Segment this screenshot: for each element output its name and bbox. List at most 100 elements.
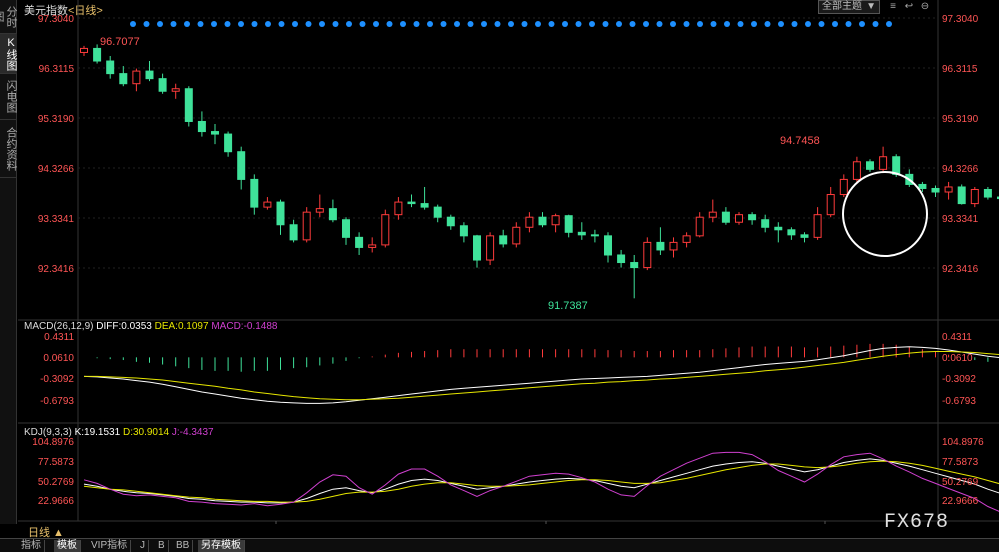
back-arrow-icon[interactable]: ↩ — [904, 1, 914, 12]
candle-body — [735, 214, 743, 223]
candle-body — [381, 214, 390, 246]
event-dot — [791, 21, 798, 27]
candle-body — [866, 161, 874, 170]
event-dot — [710, 21, 717, 27]
candle-body — [407, 201, 416, 205]
macd-legend-diff: DIFF:0.0353 — [96, 321, 152, 332]
bottom-tab-save-template[interactable]: 另存模板 — [198, 540, 245, 552]
event-dot — [494, 21, 501, 27]
candle-body — [721, 211, 730, 223]
macd-legend-name: MACD(26,12,9) — [24, 321, 94, 332]
event-dot — [157, 21, 163, 27]
candle-body — [473, 235, 481, 261]
kdj-axis-label-right: 104.8976 — [942, 437, 984, 448]
side-tab-flash[interactable]: 闪电图 — [0, 74, 17, 120]
candle-body — [892, 156, 901, 175]
candle-body — [708, 211, 717, 218]
price-axis-label-right: 96.3115 — [942, 64, 978, 75]
theme-dropdown[interactable]: 全部主题 ▼ — [818, 0, 880, 14]
candle-body — [682, 235, 691, 243]
event-dot — [508, 21, 514, 27]
bottom-tab-j[interactable]: J — [137, 540, 149, 552]
macd-axis-label-left: -0.3092 — [40, 374, 74, 385]
candle-body — [459, 225, 468, 237]
period-selector[interactable]: 日线 ▲ — [28, 527, 64, 539]
candle-body — [538, 216, 547, 226]
side-tab-intraday[interactable]: 分时图 — [0, 0, 17, 34]
event-dot — [629, 21, 636, 27]
candle-body — [433, 206, 442, 218]
macd-dea-line — [84, 351, 999, 401]
price-axis-label-left: 94.3266 — [38, 164, 75, 175]
candle-body — [748, 214, 757, 221]
bottom-tab-indicators[interactable]: 指标 — [18, 540, 45, 552]
event-dot — [238, 21, 244, 27]
event-dot — [170, 21, 177, 27]
candle-body — [931, 187, 940, 193]
candle-body — [486, 235, 495, 261]
candle-body — [551, 215, 560, 226]
period-name: <日线> — [68, 5, 103, 17]
candle-body — [879, 156, 888, 170]
kdj-j-line — [83, 451, 999, 512]
event-dot — [305, 21, 312, 27]
candle-body — [328, 208, 337, 221]
candle-body — [276, 201, 285, 226]
kdj-axis-label-right: 77.5873 — [942, 457, 979, 468]
candle-body — [787, 229, 796, 236]
macd-axis-label-right: 0.0610 — [942, 353, 973, 364]
candle-body — [564, 215, 573, 233]
event-dot — [224, 21, 231, 27]
zoom-minus-icon[interactable]: ⊖ — [920, 1, 930, 12]
event-dot — [548, 21, 555, 27]
candle-body — [315, 208, 324, 213]
candle-body — [446, 216, 455, 227]
candle-body — [617, 254, 626, 264]
price-axis-label-left: 93.3341 — [38, 214, 75, 225]
kdj-legend: KDJ(9,3,3) K:19.1531 D:30.9014 J:-4.3437 — [24, 427, 214, 438]
chevron-down-icon: ▼ — [866, 1, 876, 12]
kdj-legend-k: K:19.1531 — [74, 427, 121, 438]
candle-body — [997, 196, 999, 200]
bottom-tab-templates[interactable]: 模板 — [54, 540, 81, 552]
price-axis-label-left: 95.3190 — [38, 114, 75, 125]
candle-body — [368, 244, 377, 248]
event-dot — [737, 21, 744, 27]
event-dot — [886, 21, 892, 27]
macd-axis-label-left: 0.4311 — [44, 332, 74, 343]
candle-body — [80, 47, 88, 53]
macd-legend: MACD(26,12,9) DIFF:0.0353 DEA:0.1097 MAC… — [24, 321, 277, 332]
candle-body — [499, 235, 508, 245]
event-dot — [332, 21, 339, 27]
bottom-tab-vip-indicators[interactable]: VIP指标 — [88, 540, 132, 552]
event-dot — [562, 21, 568, 27]
event-dot — [832, 21, 838, 27]
kdj-axis-label-left: 77.5873 — [38, 457, 75, 468]
event-dot — [778, 21, 784, 27]
bottom-tab-b[interactable]: B — [155, 540, 169, 552]
candle-body — [512, 226, 521, 245]
price-axis-label-right: 93.3341 — [942, 214, 979, 225]
instrument-name: 美元指数 — [24, 5, 68, 17]
event-dot — [872, 21, 879, 27]
candle-body — [211, 131, 219, 135]
side-tab-contract-info[interactable]: 合约资料 — [0, 120, 17, 178]
kdj-axis-label-left: 50.2769 — [38, 477, 75, 488]
event-dot — [427, 21, 433, 27]
event-dot — [373, 21, 379, 27]
bottom-tab-bb[interactable]: BB — [173, 540, 194, 552]
chart-canvas[interactable]: 97.3040 97.3040 96.3115 96.3115 95.3190 95.31… — [0, 0, 999, 524]
theme-dropdown-label: 全部主题 — [822, 1, 862, 12]
candle-body — [355, 236, 364, 248]
side-tab-kline[interactable]: K线图 — [0, 34, 17, 74]
candle-body — [669, 241, 678, 251]
macd-axis-label-left: 0.0610 — [43, 353, 74, 364]
chart-grid — [18, 0, 999, 522]
macd-axis-label-right: -0.6793 — [942, 396, 976, 407]
event-dot — [413, 21, 420, 27]
event-dot — [683, 21, 690, 27]
event-dot — [535, 21, 541, 27]
menu-icon[interactable]: ≡ — [890, 1, 896, 12]
kdj-legend-name: KDJ(9,3,3) — [24, 427, 72, 438]
